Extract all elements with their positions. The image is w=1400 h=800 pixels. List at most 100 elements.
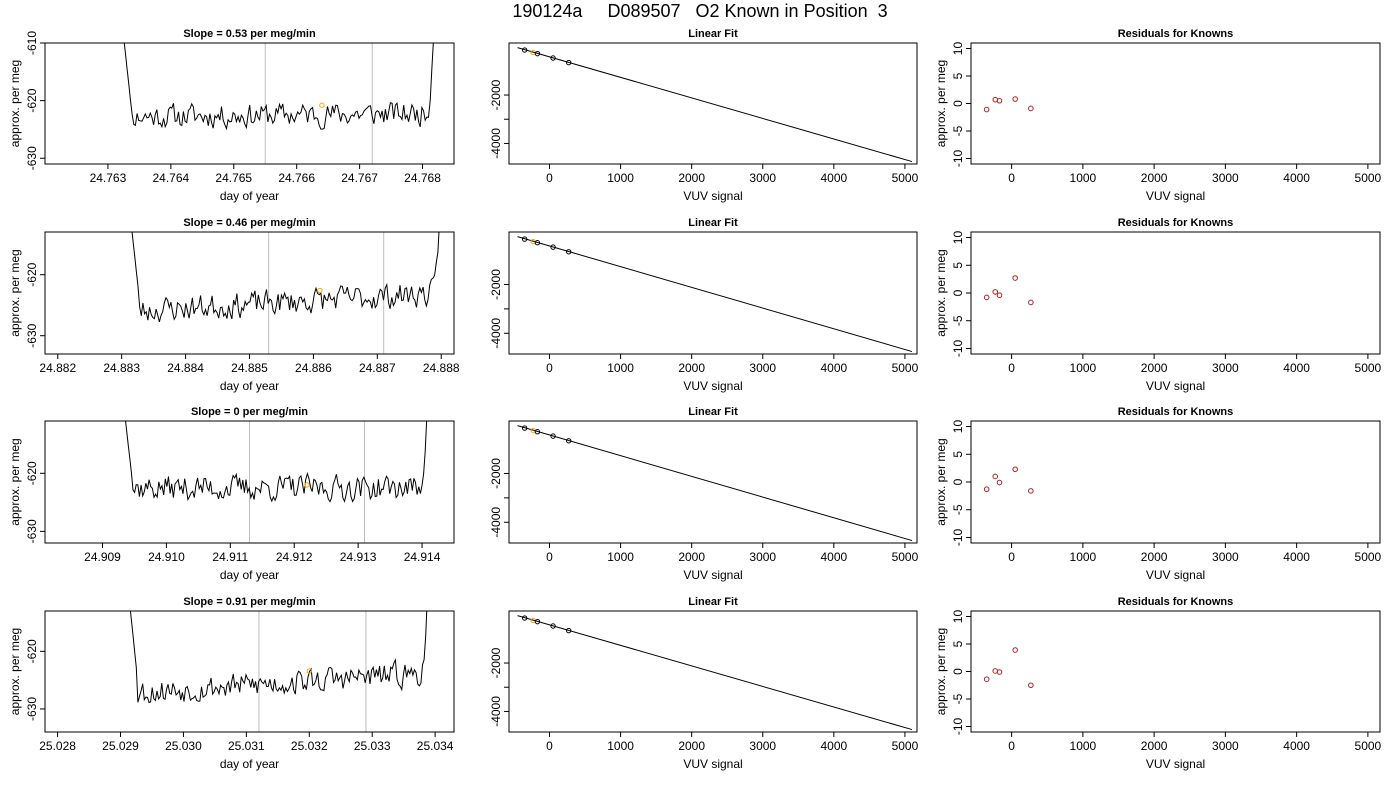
x-tick-label: 5000 — [892, 550, 919, 564]
fit-point — [534, 618, 541, 625]
x-tick-label: 24.765 — [215, 171, 252, 185]
y-tick-label: -610 — [25, 31, 39, 55]
plot-area — [517, 425, 913, 542]
y-tick-label: 0 — [951, 478, 965, 485]
x-tick-label: 24.909 — [84, 550, 121, 564]
residual-point — [1012, 96, 1018, 102]
x-tick-label: 3000 — [1212, 739, 1239, 753]
x-axis-label: day of year — [220, 568, 279, 582]
x-tick-label: 24.914 — [404, 550, 441, 564]
x-tick-label: 4000 — [1283, 171, 1310, 185]
residual-point — [1012, 275, 1018, 281]
y-tick-label: -4000 — [489, 128, 503, 159]
x-tick-label: 25.028 — [39, 739, 76, 753]
x-tick-label: 24.887 — [359, 361, 396, 375]
fit-line — [517, 615, 913, 731]
residual-point — [996, 292, 1003, 299]
x-tick-label: 4000 — [820, 550, 847, 564]
y-tick-label: -4000 — [489, 696, 503, 727]
residual-point — [983, 486, 990, 493]
x-tick-label: 0 — [1008, 739, 1015, 753]
y-tick-label: 0 — [951, 668, 965, 675]
y-tick-label: 0 — [951, 100, 965, 107]
fit-point — [550, 55, 556, 61]
panel-title: Linear Fit — [688, 28, 738, 40]
known-marker — [306, 668, 312, 674]
y-tick-label: -620 — [25, 262, 39, 286]
fit-point — [566, 249, 572, 255]
x-tick-label: 24.768 — [404, 171, 441, 185]
y-tick-label: 10 — [951, 420, 965, 434]
panel-frame — [970, 42, 1381, 165]
x-tick-label: 4000 — [820, 361, 847, 375]
plot-area — [517, 615, 913, 731]
x-tick-label: 4000 — [820, 171, 847, 185]
x-tick-label: 24.884 — [167, 361, 204, 375]
panel-title: Residuals for Knowns — [1118, 217, 1234, 229]
x-axis-label: VUV signal — [683, 757, 742, 771]
x-tick-label: 1000 — [1070, 739, 1097, 753]
panel-r4-c2: Linear Fit 0 1000 2000 3000 4000 5000 -4000 -200… — [489, 596, 919, 771]
x-tick-label: 2000 — [1141, 361, 1168, 375]
x-tick-label: 24.885 — [231, 361, 268, 375]
y-axis-label: approx. per meg — [934, 628, 948, 715]
x-axis-label: VUV signal — [683, 379, 742, 393]
panel-r3-c2: Linear Fit 0 1000 2000 3000 4000 5000 -4000 -200… — [489, 406, 919, 582]
y-tick-label: -10 — [951, 150, 965, 168]
x-tick-label: 24.913 — [340, 550, 377, 564]
x-tick-label: 3000 — [749, 739, 776, 753]
panel-frame — [970, 231, 1381, 355]
residual-point — [992, 289, 999, 295]
x-tick-label: 5000 — [892, 739, 919, 753]
x-tick-label: 3000 — [749, 171, 776, 185]
y-tick-label: 10 — [951, 42, 965, 56]
fit-point — [521, 425, 528, 431]
x-axis-label: day of year — [220, 379, 279, 393]
panel-title: Linear Fit — [688, 406, 738, 418]
x-tick-label: 24.883 — [103, 361, 140, 375]
y-tick-label: -10 — [951, 718, 965, 736]
data-trace — [129, 611, 428, 704]
data-trace — [123, 43, 434, 131]
y-axis-label: approx. per meg — [8, 438, 22, 525]
fit-point — [566, 438, 572, 444]
x-tick-label: 1000 — [607, 361, 634, 375]
residual-point — [996, 669, 1003, 675]
plot-area — [517, 47, 913, 163]
plot-area — [125, 421, 428, 543]
panel-title: Linear Fit — [688, 217, 738, 229]
panel-r1-c1: Slope = 0.53 per meg/min 24.763 24.764 24.7… — [8, 28, 455, 203]
y-axis-label: approx. per meg — [934, 438, 948, 525]
y-tick-label: -5 — [951, 693, 965, 704]
fit-point — [566, 627, 572, 634]
panel-title: Linear Fit — [688, 596, 738, 608]
fit-point — [566, 59, 572, 66]
residual-point — [1028, 105, 1034, 112]
panel-frame — [44, 610, 455, 733]
x-tick-label: 1000 — [607, 550, 634, 564]
x-tick-label: 24.886 — [295, 361, 332, 375]
panel-title: Residuals for Knowns — [1118, 596, 1234, 608]
fit-point — [521, 236, 528, 242]
plot-area — [983, 647, 1034, 689]
y-tick-label: 5 — [951, 451, 965, 458]
y-tick-label: 10 — [951, 231, 965, 245]
fit-point — [534, 429, 541, 435]
panel-title: Residuals for Knowns — [1118, 28, 1234, 40]
panel-title: Residuals for Knowns — [1118, 406, 1234, 418]
x-tick-label: 3000 — [749, 361, 776, 375]
fit-point — [550, 623, 556, 629]
panel-r4-c3: Residuals for Knowns 0 1000 2000 3000 4000 500… — [934, 596, 1382, 771]
fit-point — [550, 433, 556, 439]
panel-r2-c3: Residuals for Knowns 0 1000 2000 3000 4000 500… — [934, 217, 1382, 393]
panel-frame — [508, 610, 918, 733]
x-tick-label: 2000 — [678, 171, 705, 185]
plot-area — [517, 236, 913, 353]
fit-point — [550, 244, 556, 250]
x-tick-label: 4000 — [1283, 361, 1310, 375]
known-marker — [317, 287, 323, 294]
figure-title: 190124a D089507 O2 Known in Position 3 — [512, 1, 888, 21]
y-tick-label: -630 — [25, 146, 39, 170]
